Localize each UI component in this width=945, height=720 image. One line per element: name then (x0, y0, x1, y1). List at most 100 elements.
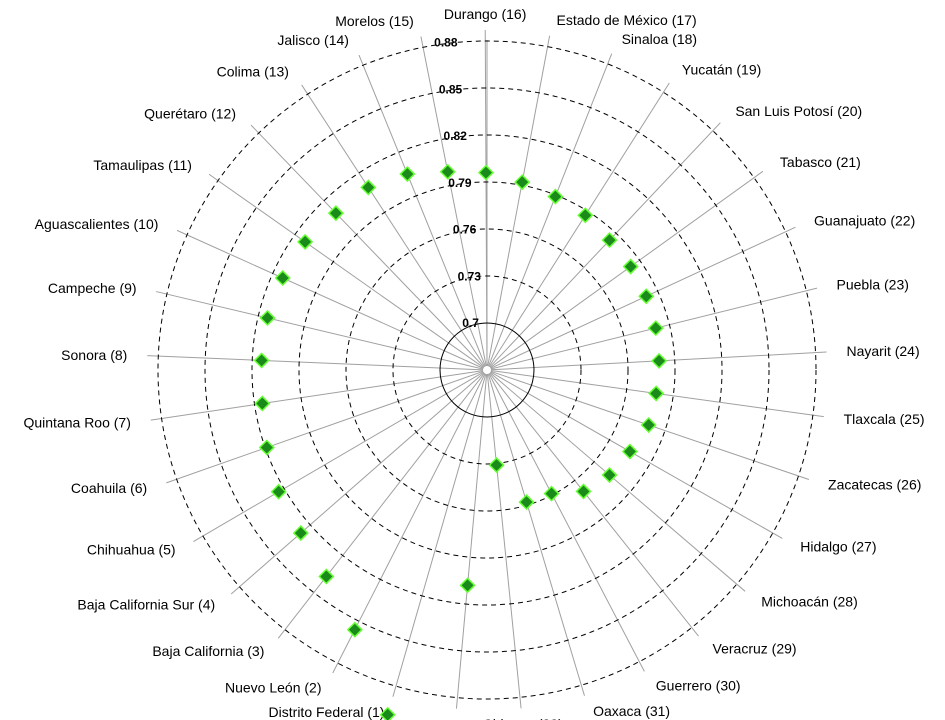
grid-ring (298, 181, 676, 559)
tick-label: 0.85 (439, 82, 463, 96)
data-point (439, 163, 456, 180)
category-label: Chihuahua (5) (87, 542, 176, 558)
category-label: Quintana Roo (7) (23, 414, 130, 430)
category-label: Nayarit (24) (847, 343, 920, 359)
data-point (514, 174, 531, 191)
spoke-line (392, 373, 487, 697)
data-point (259, 309, 276, 327)
category-label: Puebla (23) (837, 276, 909, 292)
spoke-line (176, 229, 484, 369)
grid-ring (439, 322, 535, 418)
category-label: Aguascalientes (10) (35, 216, 159, 232)
spoke-line (193, 371, 484, 542)
tick-label: 0.76 (453, 223, 477, 237)
spoke-line (488, 82, 670, 367)
category-label: Veracruz (29) (713, 641, 797, 657)
data-point (601, 466, 618, 484)
spoke-line (489, 372, 746, 592)
data-point (488, 457, 505, 474)
spoke-line (147, 355, 484, 371)
grid-ring (251, 134, 723, 606)
tick-label: 0.88 (434, 36, 458, 50)
data-point (622, 258, 639, 275)
data-point (399, 166, 416, 183)
category-label: Querétaro (12) (144, 106, 236, 122)
grid-rings-group (157, 40, 817, 700)
data-point (651, 352, 668, 369)
data-point (518, 494, 535, 511)
data-point (253, 352, 270, 369)
spoke-line (487, 373, 585, 696)
spoke-line (332, 373, 486, 674)
category-label: Michoacán (28) (761, 594, 858, 610)
data-point (647, 320, 664, 337)
category-label: Distrito Federal (1) (269, 704, 385, 720)
spoke-line (488, 53, 613, 367)
spoke-line (487, 35, 551, 367)
spoke-line (277, 372, 485, 639)
category-label: Guanajuato (22) (814, 212, 915, 228)
category-label: Nuevo León (2) (225, 679, 322, 695)
spoke-line (490, 371, 783, 539)
spoke-line (166, 370, 484, 484)
category-label: Durango (16) (444, 6, 527, 22)
data-point (379, 706, 396, 720)
data-point (297, 233, 314, 250)
spoke-line (301, 84, 486, 367)
category-label: Yucatán (19) (682, 62, 761, 78)
grid-ring (157, 40, 817, 700)
category-label: Estado de México (17) (557, 12, 697, 28)
category-label: Baja California Sur (4) (77, 597, 215, 613)
data-point (621, 443, 638, 460)
category-labels-group: NACIONAL Distrito Federal (1) Nuevo León (… (23, 6, 924, 720)
data-point (258, 439, 275, 456)
data-point (254, 395, 271, 412)
category-label: Colima (13) (217, 64, 289, 80)
grid-ring (392, 275, 582, 465)
data-point (577, 207, 594, 224)
category-label: Oaxaca (31) (593, 703, 670, 719)
spoke-line (208, 173, 485, 369)
category-label: Hidalgo (27) (800, 538, 876, 554)
data-points-group (253, 163, 668, 720)
data-point (360, 179, 377, 196)
spoke-line (489, 372, 699, 637)
tick-labels-group: 0.7 0.73 0.76 0.79 0.82 0.85 0.88 (434, 36, 481, 331)
data-point (270, 483, 287, 500)
category-label: Guerrero (30) (656, 678, 741, 694)
data-point (638, 288, 655, 305)
spoke-line (150, 370, 484, 421)
spoke-line (250, 124, 485, 368)
category-label: Jalisco (14) (277, 32, 349, 48)
spoke-line (489, 122, 721, 368)
data-point (547, 188, 564, 205)
spokes-group (147, 30, 827, 709)
category-label: Tabasco (21) (780, 154, 861, 170)
category-label: Baja California (3) (152, 643, 264, 659)
tick-label: 0.82 (444, 129, 468, 143)
tick-label: 0.7 (462, 316, 479, 330)
data-point (346, 621, 363, 638)
data-point (459, 577, 476, 594)
data-point (292, 525, 309, 542)
category-label: NACIONAL (419, 717, 491, 720)
data-point (318, 568, 335, 585)
tick-label: 0.79 (448, 176, 472, 190)
spoke-line (358, 54, 486, 367)
grid-ring (204, 87, 770, 653)
data-point (575, 483, 592, 500)
category-label: Campeche (9) (48, 280, 137, 296)
spoke-line (455, 373, 488, 709)
spoke-line (486, 373, 522, 709)
category-label: Morelos (15) (335, 13, 414, 29)
data-point (543, 485, 560, 502)
category-label: Chiapas (32) (483, 716, 563, 720)
data-point (274, 269, 291, 287)
spoke-line (488, 373, 645, 672)
spoke-line (420, 36, 487, 367)
tick-label: 0.73 (458, 269, 482, 283)
category-label: Sinaloa (18) (622, 31, 698, 47)
category-label: Tamaulipas (11) (93, 157, 192, 173)
